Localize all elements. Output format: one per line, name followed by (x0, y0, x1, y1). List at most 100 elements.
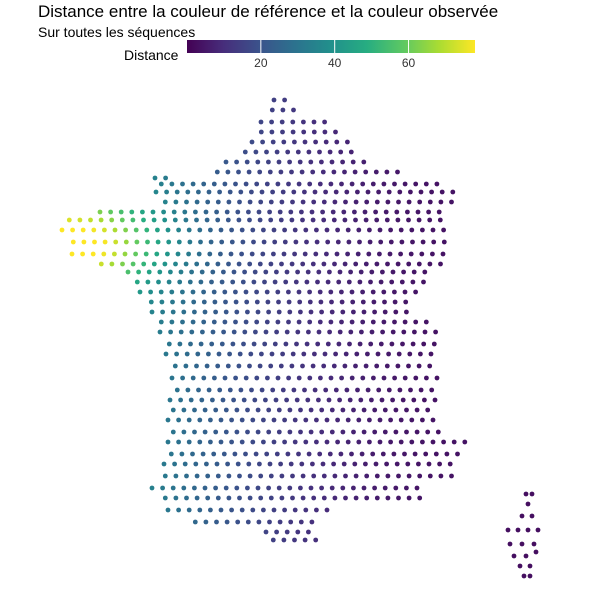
map-dot (409, 417, 415, 423)
map-dot (373, 169, 379, 175)
map-dot (374, 495, 380, 501)
map-dot (374, 199, 380, 205)
map-dot (387, 251, 393, 257)
map-dot (268, 199, 274, 205)
map-dot (202, 407, 208, 413)
map-dot (325, 279, 331, 285)
map-dot (381, 319, 387, 325)
map-dot (394, 209, 400, 215)
map-dot (307, 299, 313, 305)
map-dot (170, 429, 176, 435)
map-dot (351, 429, 356, 435)
map-dot (266, 485, 271, 491)
map-dot (274, 269, 279, 275)
map-dot (192, 407, 197, 413)
map-dot (307, 289, 312, 295)
map-dot (392, 289, 397, 295)
map-dot (239, 507, 245, 513)
map-dot (212, 375, 217, 381)
map-dot (160, 485, 166, 491)
map-dot (406, 199, 412, 205)
map-dot (441, 227, 446, 233)
map-dot (328, 319, 334, 325)
map-dot (310, 461, 315, 467)
map-dot (363, 363, 369, 369)
map-dot (192, 485, 197, 491)
map-dot (427, 473, 433, 479)
map-dot (434, 181, 440, 187)
map-dot (432, 397, 438, 403)
map-dot (257, 169, 263, 175)
map-dot (337, 269, 343, 275)
map-dot (342, 169, 347, 175)
map-dot (422, 329, 428, 335)
map-dot (282, 417, 287, 423)
map-dot (462, 439, 468, 445)
map-dot (331, 363, 337, 369)
map-dot (241, 397, 247, 403)
map-dot (363, 261, 369, 267)
map-dot (521, 573, 527, 579)
map-dot (261, 239, 267, 245)
map-dot (302, 189, 307, 195)
map-dot (245, 407, 250, 413)
map-dot (355, 251, 361, 257)
map-dot (172, 363, 178, 369)
map-dot (420, 227, 425, 233)
map-dot (240, 239, 246, 245)
map-dot (306, 149, 312, 155)
map-dot (257, 217, 263, 223)
map-dot (276, 407, 282, 413)
map-dot (441, 439, 446, 445)
map-dot (427, 261, 433, 267)
map-dot (373, 209, 378, 215)
map-dot (529, 513, 535, 519)
map-dot (370, 181, 376, 187)
map-dot (202, 485, 208, 491)
map-dot (149, 485, 155, 491)
map-dot (307, 319, 313, 325)
map-dot (398, 417, 404, 423)
map-dot (201, 299, 207, 305)
map-dot (205, 495, 211, 501)
map-dot (210, 269, 216, 275)
map-dot (194, 217, 199, 223)
map-dot (450, 189, 456, 195)
map-dot (181, 485, 187, 491)
map-dot (344, 189, 350, 195)
map-dot (380, 269, 385, 275)
map-dot (176, 439, 182, 445)
map-dot (380, 329, 385, 335)
map-dot (267, 209, 272, 215)
map-dot (225, 363, 231, 369)
map-dot (163, 175, 169, 181)
map-dot (267, 461, 273, 467)
map-dot (423, 319, 429, 325)
map-dot (418, 351, 423, 357)
map-dot (400, 397, 406, 403)
map-dot (194, 495, 200, 501)
map-dot (341, 461, 347, 467)
map-dot (113, 239, 119, 245)
map-dot (361, 309, 367, 315)
map-dot (424, 375, 429, 381)
map-dot (250, 417, 256, 423)
map-dot (402, 289, 408, 295)
map-dot (240, 279, 246, 285)
map-dot (153, 189, 159, 195)
map-dot (426, 209, 431, 215)
legend-tick-marks (260, 40, 410, 53)
map-dot (329, 299, 334, 305)
map-dot (166, 279, 172, 285)
map-dot (393, 407, 399, 413)
map-dot (417, 473, 423, 479)
map-dot (299, 461, 305, 467)
map-dot (165, 251, 170, 257)
map-dot (192, 519, 198, 525)
map-dot (345, 439, 351, 445)
map-dot (300, 495, 306, 501)
map-dot (420, 239, 426, 245)
map-dot (297, 159, 303, 165)
map-dot (287, 309, 293, 315)
map-dot (263, 397, 268, 403)
